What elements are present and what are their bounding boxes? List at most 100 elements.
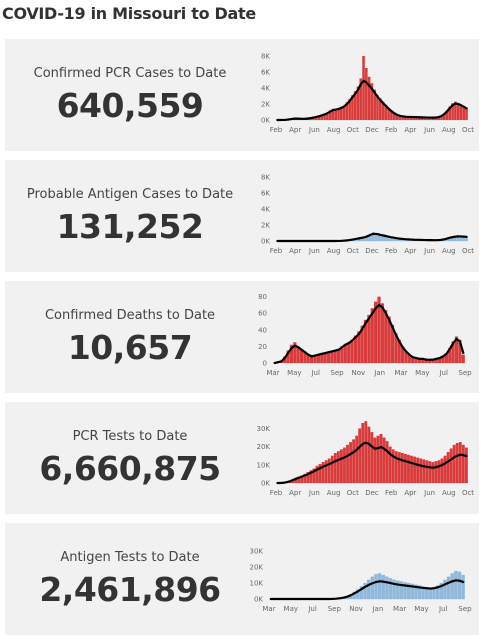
bar — [449, 448, 453, 483]
bar — [348, 594, 353, 599]
bar — [360, 237, 364, 241]
bar — [462, 236, 465, 241]
bar — [395, 238, 398, 241]
bar — [373, 89, 376, 120]
bar — [401, 346, 405, 363]
bar — [350, 339, 354, 363]
bar — [374, 574, 378, 599]
bar — [429, 117, 432, 120]
bar — [323, 353, 327, 363]
bar — [453, 236, 457, 241]
trend-line — [276, 79, 468, 122]
bar — [459, 104, 463, 120]
y-tick-label: 10K — [250, 579, 264, 587]
x-tick-label: Apr — [289, 126, 301, 134]
bar — [396, 580, 400, 599]
bar — [384, 104, 388, 120]
bar — [448, 106, 452, 120]
bar — [386, 236, 390, 241]
card-value: 640,559 — [56, 86, 204, 125]
bar — [456, 103, 460, 120]
bar — [294, 477, 298, 483]
x-tick-label: Jul — [310, 369, 320, 377]
x-tick-label: Aug — [442, 126, 456, 134]
bar — [363, 236, 366, 241]
bar — [374, 301, 378, 363]
bar — [372, 232, 375, 241]
bar — [401, 116, 404, 120]
bar — [409, 116, 413, 120]
bar — [426, 117, 429, 120]
bar — [448, 348, 452, 363]
bar — [373, 437, 377, 483]
x-tick-label: Jun — [423, 247, 435, 255]
bar — [400, 453, 404, 483]
bar — [317, 115, 321, 120]
x-tick-label: Jan — [373, 369, 385, 377]
x-tick-label: Mar — [262, 605, 275, 613]
bar — [356, 86, 360, 120]
y-tick-label: 2K — [261, 222, 270, 230]
bar — [353, 335, 358, 363]
y-tick-label: 0 — [263, 360, 267, 368]
y-tick-label: 8K — [261, 53, 270, 61]
bar — [365, 68, 368, 120]
trend-line — [276, 441, 468, 485]
bar — [425, 460, 429, 483]
bar — [444, 353, 448, 363]
bar — [442, 113, 446, 120]
bar — [376, 435, 380, 483]
bar — [392, 112, 396, 120]
bar — [425, 586, 429, 599]
bar — [326, 352, 331, 363]
x-tick-label: Sep — [458, 369, 472, 377]
bar — [346, 444, 349, 483]
bar — [330, 455, 334, 483]
bar — [388, 446, 392, 483]
bar — [445, 110, 449, 120]
x-tick-label: Jan — [371, 605, 383, 613]
card-antigen-cases: Probable Antigen Cases to Date 131,252 0… — [5, 160, 479, 272]
x-tick-label: Aug — [327, 126, 341, 134]
x-tick-label: Jun — [423, 126, 435, 134]
chart-antigen-tests: 0K 10K 20K 30K Mar May Jul Sep Nov Jan Mar May Jul Se… — [250, 547, 473, 613]
bar — [407, 354, 411, 363]
x-tick-label: Dec — [365, 489, 379, 497]
y-tick-label: 4K — [261, 206, 270, 214]
bar — [347, 342, 351, 363]
bar — [404, 351, 408, 363]
bar — [334, 109, 338, 120]
chart-pcr-cases: 0K 2K 4K 6K 8K Feb Apr Jun Aug Oct Dec Feb Apr Jun Aug… — [261, 53, 474, 135]
x-tick-label: Jun — [308, 247, 320, 255]
bar — [380, 303, 384, 363]
x-tick-label: Oct — [347, 489, 359, 497]
bar — [451, 341, 455, 363]
bar — [349, 442, 352, 483]
card-deaths: Confirmed Deaths to Date 10,657 0 20 40 60 8… — [5, 281, 479, 393]
x-tick-label: Nov — [349, 605, 363, 613]
bar — [303, 473, 307, 483]
x-tick-label: Jul — [438, 605, 448, 613]
bar — [461, 444, 465, 483]
bar — [387, 316, 391, 363]
bar — [328, 110, 332, 120]
bar — [458, 339, 462, 363]
bar — [385, 576, 389, 599]
bar — [391, 449, 395, 483]
bar — [417, 358, 422, 363]
bar — [437, 460, 441, 483]
x-tick-label: Oct — [462, 247, 474, 255]
bar — [459, 236, 462, 241]
x-tick-label: May — [414, 605, 428, 613]
bar — [343, 343, 347, 363]
bar — [377, 233, 381, 241]
x-tick-label: Jul — [438, 369, 448, 377]
bar — [394, 333, 398, 363]
bar — [297, 476, 301, 483]
y-tick-label: 30K — [257, 425, 271, 433]
bar — [414, 584, 418, 599]
chart-deaths: 0 20 40 60 80 Mar May Jul Sep Nov Jan Mar May Jul Sep — [258, 293, 472, 377]
x-tick-label: Feb — [385, 247, 398, 255]
bar — [399, 581, 404, 599]
bar — [464, 447, 468, 483]
